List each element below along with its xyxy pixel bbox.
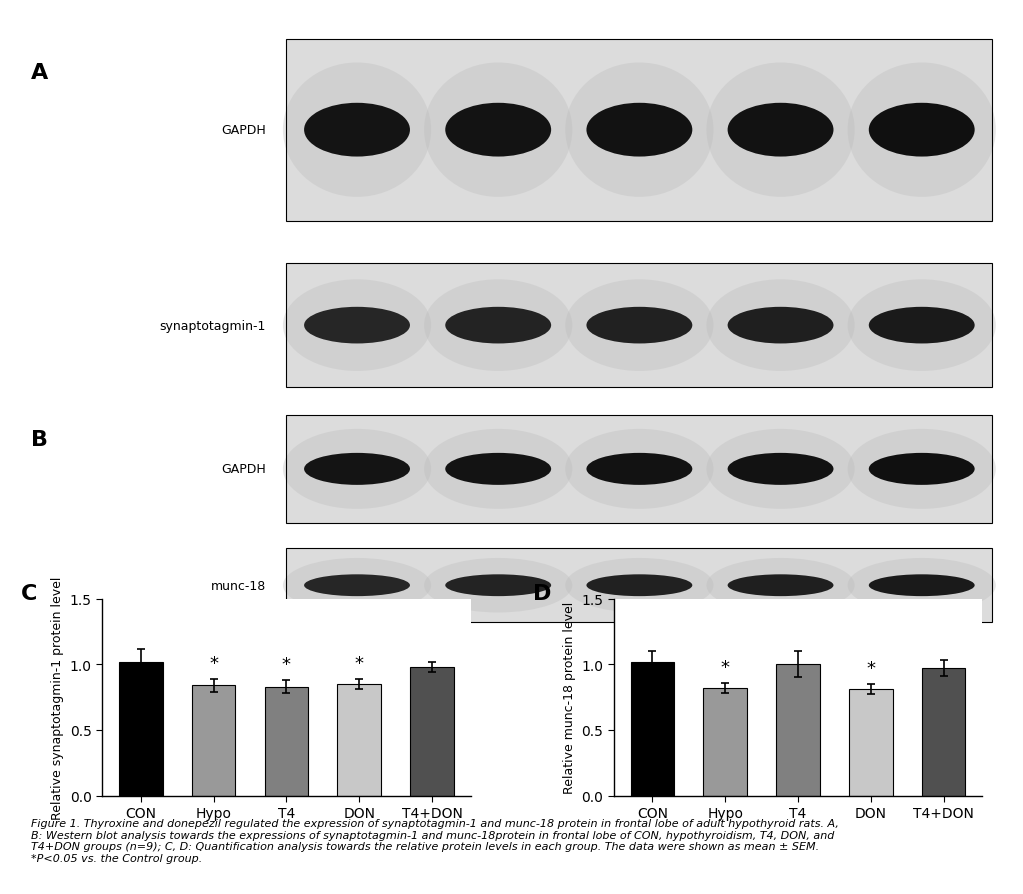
Bar [286, 264, 992, 388]
Bar [922, 669, 966, 796]
Bar [338, 684, 381, 796]
Bar [410, 667, 454, 796]
Ellipse shape [425, 280, 572, 372]
Text: *: * [282, 655, 291, 674]
Bar [119, 662, 163, 796]
Text: D: D [533, 583, 551, 603]
Ellipse shape [283, 280, 431, 372]
Bar [776, 664, 819, 796]
Ellipse shape [283, 429, 431, 510]
Ellipse shape [283, 63, 431, 198]
Ellipse shape [727, 575, 834, 596]
Text: *: * [355, 654, 364, 672]
Y-axis label: Relative munc-18 protein level: Relative munc-18 protein level [563, 602, 576, 793]
Bar [286, 264, 992, 388]
Text: B: B [31, 429, 48, 449]
Ellipse shape [283, 559, 431, 612]
Ellipse shape [586, 104, 693, 157]
Bar [265, 687, 308, 796]
Ellipse shape [304, 308, 410, 344]
Ellipse shape [727, 453, 834, 485]
Ellipse shape [445, 453, 551, 485]
Bar [286, 39, 992, 222]
Ellipse shape [707, 280, 854, 372]
Ellipse shape [425, 63, 572, 198]
Ellipse shape [848, 559, 995, 612]
Bar [630, 662, 674, 796]
Ellipse shape [445, 575, 551, 596]
Ellipse shape [586, 453, 693, 485]
Text: Figure 1. Thyroxine and donepezil regulated the expression of synaptotagmin-1 an: Figure 1. Thyroxine and donepezil regula… [31, 818, 839, 863]
Ellipse shape [566, 280, 713, 372]
Ellipse shape [727, 308, 834, 344]
Ellipse shape [869, 308, 975, 344]
Bar [849, 689, 892, 796]
Ellipse shape [848, 280, 995, 372]
Ellipse shape [566, 429, 713, 510]
Text: A: A [31, 63, 48, 83]
Ellipse shape [304, 104, 410, 157]
Text: munc-18: munc-18 [211, 579, 266, 592]
Ellipse shape [707, 429, 854, 510]
Ellipse shape [445, 104, 551, 157]
Ellipse shape [869, 104, 975, 157]
Ellipse shape [869, 453, 975, 485]
Ellipse shape [304, 575, 410, 596]
Ellipse shape [707, 559, 854, 612]
Bar [286, 415, 992, 524]
Text: *: * [209, 654, 218, 672]
Ellipse shape [566, 63, 713, 198]
Bar [286, 39, 992, 222]
Text: GAPDH: GAPDH [221, 124, 266, 137]
Text: synaptotagmin-1: synaptotagmin-1 [160, 319, 266, 333]
Ellipse shape [586, 308, 693, 344]
Bar [286, 549, 992, 622]
Ellipse shape [586, 575, 693, 596]
Text: *: * [866, 660, 876, 678]
Bar [286, 549, 992, 622]
Text: GAPDH: GAPDH [221, 463, 266, 476]
Ellipse shape [425, 559, 572, 612]
Y-axis label: Relative synaptotagmin-1 protein level: Relative synaptotagmin-1 protein level [51, 576, 64, 819]
Text: *: * [720, 658, 729, 677]
Bar [704, 688, 747, 796]
Ellipse shape [848, 63, 995, 198]
Ellipse shape [566, 559, 713, 612]
Ellipse shape [304, 453, 410, 485]
Ellipse shape [445, 308, 551, 344]
Bar [192, 686, 235, 796]
Ellipse shape [425, 429, 572, 510]
Ellipse shape [727, 104, 834, 157]
Text: C: C [21, 583, 38, 603]
Ellipse shape [869, 575, 975, 596]
Bar [286, 415, 992, 524]
Ellipse shape [848, 429, 995, 510]
Ellipse shape [707, 63, 854, 198]
